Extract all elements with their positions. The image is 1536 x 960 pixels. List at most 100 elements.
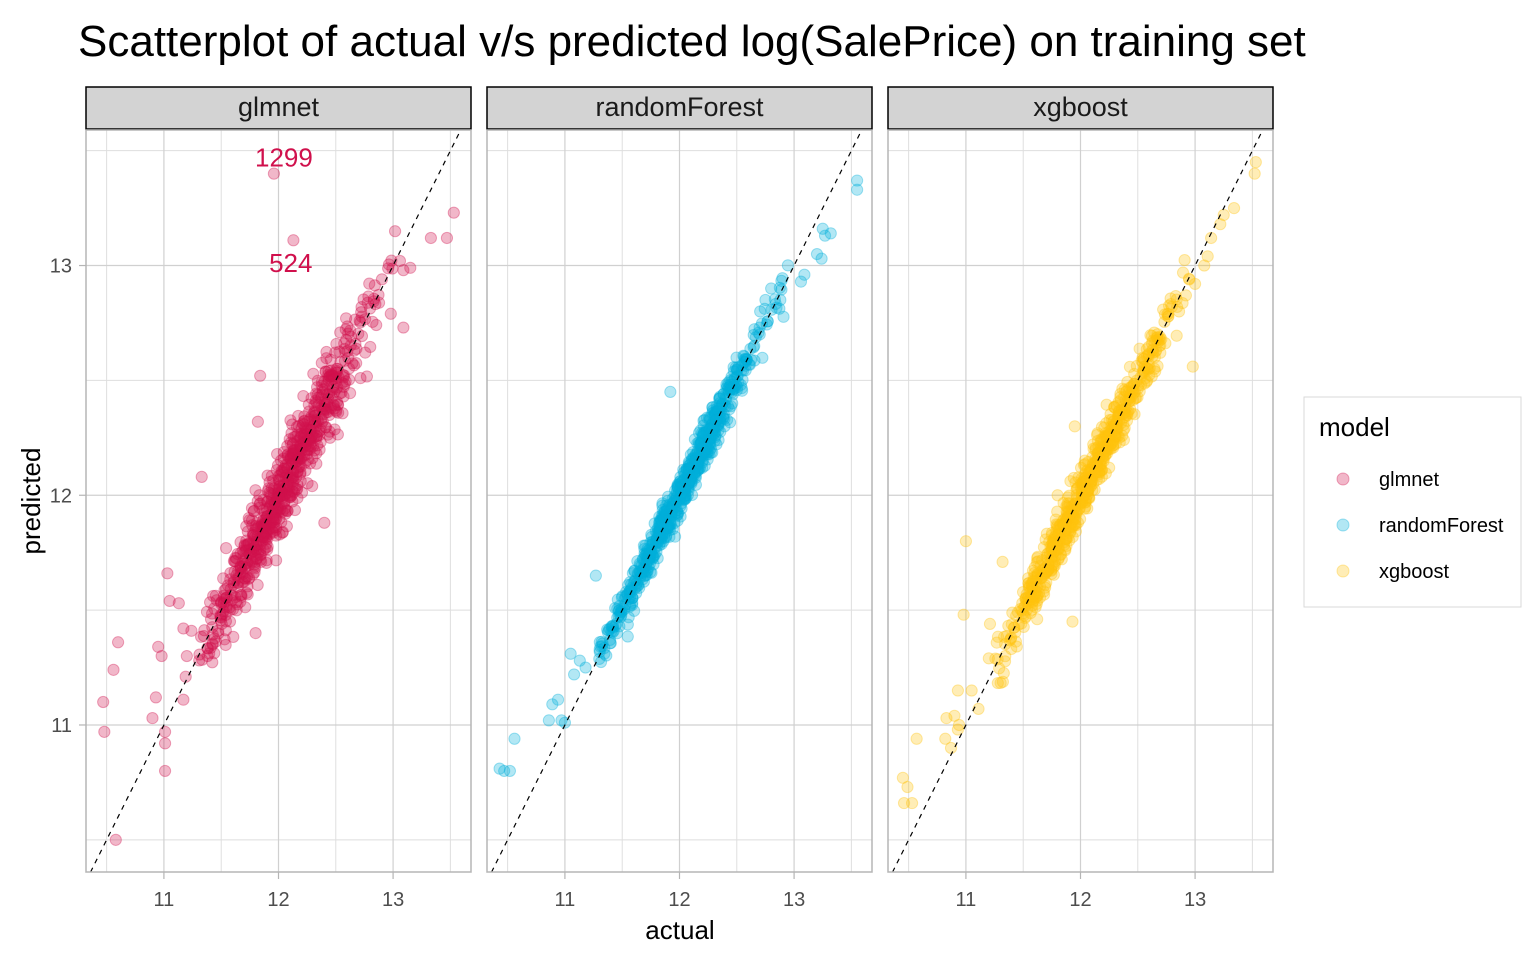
data-point — [330, 364, 343, 377]
data-point — [318, 400, 331, 413]
data-point — [644, 565, 657, 579]
data-point — [697, 414, 710, 427]
data-point — [661, 522, 674, 535]
data-point — [1077, 458, 1091, 472]
data-point — [287, 447, 300, 460]
data-point — [228, 555, 241, 568]
data-point — [694, 437, 707, 450]
data-point — [1150, 334, 1163, 347]
data-point — [641, 551, 654, 564]
data-point — [1127, 380, 1140, 393]
data-point — [1019, 599, 1032, 613]
data-point — [671, 514, 684, 527]
data-point — [1078, 457, 1092, 471]
data-point — [256, 534, 269, 547]
data-point — [292, 461, 305, 474]
data-point — [1107, 441, 1120, 454]
data-point — [739, 352, 752, 365]
data-point — [203, 596, 217, 609]
data-point — [320, 345, 333, 359]
data-point — [626, 598, 639, 611]
data-point — [245, 514, 259, 527]
data-point — [254, 548, 267, 561]
data-point — [357, 293, 370, 306]
data-point — [263, 476, 276, 489]
data-point — [1046, 551, 1059, 564]
points-glmnet — [97, 167, 460, 846]
data-point — [725, 386, 738, 399]
data-point — [1074, 461, 1088, 474]
data-point — [1090, 474, 1103, 487]
data-point — [1101, 431, 1114, 444]
data-point — [273, 490, 286, 503]
data-point — [758, 302, 771, 315]
data-point — [288, 503, 302, 517]
data-point — [1059, 532, 1072, 546]
data-point — [1082, 455, 1095, 469]
data-point — [1084, 472, 1097, 486]
data-point — [1145, 329, 1159, 342]
data-point — [1079, 500, 1092, 513]
data-point — [320, 378, 333, 391]
data-point — [1016, 607, 1030, 620]
data-point — [1061, 501, 1075, 514]
data-point — [372, 296, 386, 309]
data-point — [294, 466, 307, 479]
data-point — [685, 475, 699, 488]
data-point — [295, 421, 308, 434]
data-point — [1148, 335, 1161, 348]
data-point — [712, 402, 725, 415]
data-point — [1027, 592, 1040, 605]
data-point — [668, 489, 681, 502]
data-point — [663, 504, 677, 517]
data-point — [1069, 512, 1082, 525]
data-point — [1084, 478, 1097, 491]
data-point — [246, 568, 260, 581]
data-point — [1025, 577, 1038, 590]
y-tick-label: 11 — [51, 715, 72, 737]
data-point — [1026, 581, 1039, 594]
data-point — [177, 622, 190, 635]
data-point — [653, 514, 666, 527]
data-point — [271, 491, 284, 504]
data-point — [1123, 395, 1136, 408]
data-point — [290, 483, 304, 496]
data-point — [1248, 167, 1261, 180]
data-point — [1061, 497, 1074, 510]
data-point — [295, 444, 308, 457]
data-point — [699, 442, 712, 455]
data-point — [1108, 430, 1122, 443]
data-point — [218, 593, 231, 606]
data-point — [286, 438, 299, 451]
data-point — [640, 568, 653, 582]
data-point — [224, 582, 237, 596]
data-point — [287, 486, 300, 499]
data-point — [1112, 406, 1125, 420]
data-point — [1069, 476, 1082, 489]
data-point — [1040, 565, 1054, 578]
data-point — [951, 684, 964, 697]
data-point — [1086, 477, 1100, 490]
data-point — [260, 531, 273, 544]
data-point — [323, 425, 336, 438]
data-point — [353, 314, 366, 327]
data-point — [219, 542, 233, 555]
data-point — [645, 530, 658, 543]
data-point — [542, 714, 555, 727]
data-point — [657, 510, 670, 523]
data-point — [251, 534, 264, 548]
data-point — [1045, 541, 1059, 555]
data-point — [1149, 365, 1162, 378]
data-point — [235, 588, 248, 601]
data-point — [368, 279, 381, 292]
data-point — [291, 479, 304, 492]
data-point — [759, 293, 772, 307]
data-point — [1016, 585, 1030, 599]
data-point — [635, 559, 648, 572]
data-point — [668, 494, 682, 507]
data-point — [1064, 524, 1077, 537]
data-point — [1116, 429, 1129, 442]
data-point — [1081, 488, 1094, 501]
data-point — [1029, 570, 1042, 584]
